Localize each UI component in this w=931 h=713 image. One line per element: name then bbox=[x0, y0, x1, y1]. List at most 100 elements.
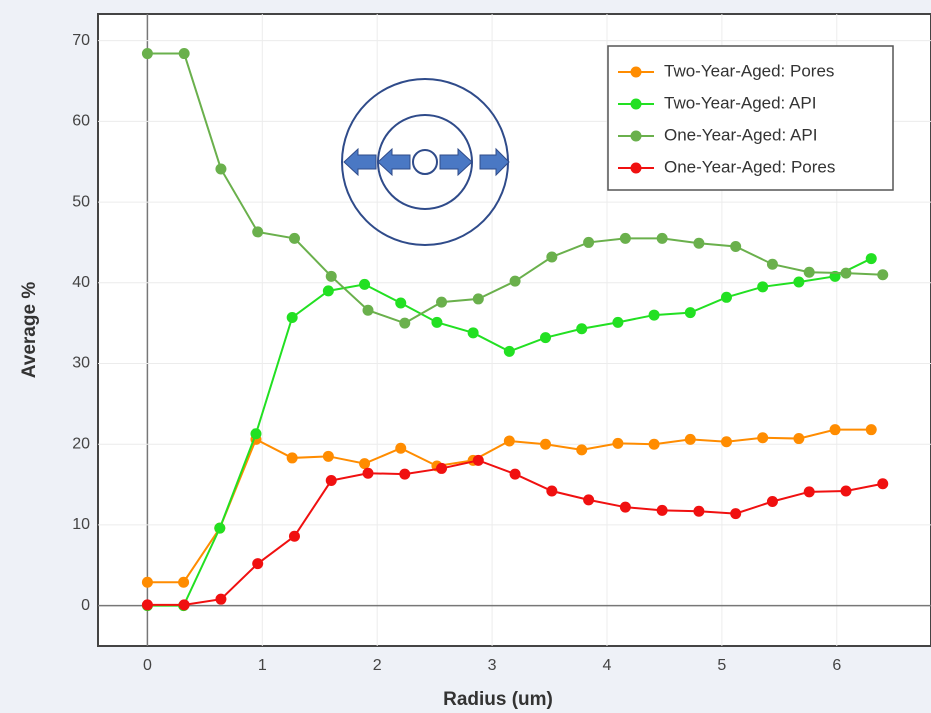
data-point bbox=[399, 317, 411, 329]
data-point bbox=[252, 558, 264, 570]
y-tick-label: 0 bbox=[81, 597, 90, 614]
data-point bbox=[877, 478, 889, 490]
data-point bbox=[757, 432, 769, 444]
legend-marker bbox=[630, 162, 642, 174]
y-tick-label: 60 bbox=[72, 113, 90, 130]
data-point bbox=[141, 48, 153, 60]
data-point bbox=[250, 428, 262, 440]
data-point bbox=[720, 291, 732, 303]
data-point bbox=[178, 599, 190, 611]
data-point bbox=[362, 467, 374, 479]
data-point bbox=[395, 297, 407, 309]
data-point bbox=[288, 530, 300, 542]
data-point bbox=[546, 251, 558, 263]
legend-label: Two-Year-Aged: Pores bbox=[664, 61, 834, 80]
data-point bbox=[288, 232, 300, 244]
data-point bbox=[840, 267, 852, 279]
data-point bbox=[215, 163, 227, 175]
y-tick-label: 50 bbox=[72, 193, 90, 210]
data-point bbox=[503, 435, 515, 447]
data-point bbox=[865, 424, 877, 436]
data-point bbox=[286, 452, 298, 464]
x-tick-label: 0 bbox=[143, 657, 152, 674]
arrow-left-inner bbox=[377, 147, 411, 177]
data-point bbox=[178, 48, 190, 60]
data-point bbox=[619, 501, 631, 513]
data-point bbox=[141, 576, 153, 588]
y-tick-label: 20 bbox=[72, 435, 90, 452]
data-point bbox=[436, 462, 448, 474]
data-point bbox=[546, 485, 558, 497]
data-point bbox=[178, 576, 190, 588]
x-tick-label: 3 bbox=[488, 657, 497, 674]
data-point bbox=[540, 438, 552, 450]
data-point bbox=[436, 296, 448, 308]
data-point bbox=[399, 468, 411, 480]
ring-diagram bbox=[341, 78, 510, 246]
data-point bbox=[766, 496, 778, 508]
data-point bbox=[503, 345, 515, 357]
legend-box bbox=[607, 45, 894, 191]
data-point bbox=[214, 522, 226, 534]
legend-marker bbox=[630, 130, 642, 142]
data-point bbox=[215, 593, 227, 605]
legend-marker bbox=[630, 66, 642, 78]
y-tick-label: 40 bbox=[72, 274, 90, 291]
data-point bbox=[840, 485, 852, 497]
data-point bbox=[576, 444, 588, 456]
data-point bbox=[656, 504, 668, 516]
data-point bbox=[467, 327, 479, 339]
data-point bbox=[612, 437, 624, 449]
data-point bbox=[766, 258, 778, 270]
data-point bbox=[509, 275, 521, 287]
y-tick-label: 10 bbox=[72, 516, 90, 533]
data-point bbox=[540, 332, 552, 344]
y-tick-label: 70 bbox=[72, 32, 90, 49]
data-point bbox=[684, 433, 696, 445]
data-point bbox=[684, 307, 696, 319]
x-tick-label: 1 bbox=[258, 657, 267, 674]
legend-label: One-Year-Aged: API bbox=[664, 125, 817, 144]
arrow-right-outer bbox=[479, 147, 510, 177]
data-point bbox=[576, 323, 588, 335]
arrow-left-outer bbox=[343, 147, 377, 177]
data-point bbox=[141, 599, 153, 611]
x-tick-label: 6 bbox=[832, 657, 841, 674]
data-point bbox=[431, 316, 443, 328]
data-point bbox=[730, 240, 742, 252]
data-point bbox=[656, 232, 668, 244]
data-point bbox=[286, 311, 298, 323]
legend-label: Two-Year-Aged: API bbox=[664, 93, 816, 112]
x-axis-title: Radius (um) bbox=[443, 689, 553, 710]
x-tick-label: 2 bbox=[373, 657, 382, 674]
data-point bbox=[793, 276, 805, 288]
data-point bbox=[359, 458, 371, 470]
data-point bbox=[252, 226, 264, 238]
data-point bbox=[325, 475, 337, 487]
data-point bbox=[793, 433, 805, 445]
data-point bbox=[322, 450, 334, 462]
data-point bbox=[757, 281, 769, 293]
x-tick-label: 4 bbox=[603, 657, 612, 674]
core bbox=[412, 149, 438, 175]
data-point bbox=[829, 424, 841, 436]
data-point bbox=[612, 316, 624, 328]
data-point bbox=[877, 269, 889, 281]
data-point bbox=[322, 285, 334, 297]
data-point bbox=[472, 454, 484, 466]
data-point bbox=[583, 494, 595, 506]
data-point bbox=[359, 278, 371, 290]
data-point bbox=[730, 508, 742, 520]
data-point bbox=[509, 468, 521, 480]
y-axis-title: Average % bbox=[19, 282, 40, 379]
legend-marker bbox=[630, 98, 642, 110]
data-point bbox=[720, 436, 732, 448]
data-point bbox=[693, 505, 705, 517]
data-point bbox=[693, 237, 705, 249]
arrow-right-inner bbox=[439, 147, 473, 177]
legend: Two-Year-Aged: Pores Two-Year-Aged: API On… bbox=[607, 45, 894, 191]
data-point bbox=[583, 236, 595, 248]
x-tick-label: 5 bbox=[717, 657, 726, 674]
y-tick-label: 30 bbox=[72, 355, 90, 372]
